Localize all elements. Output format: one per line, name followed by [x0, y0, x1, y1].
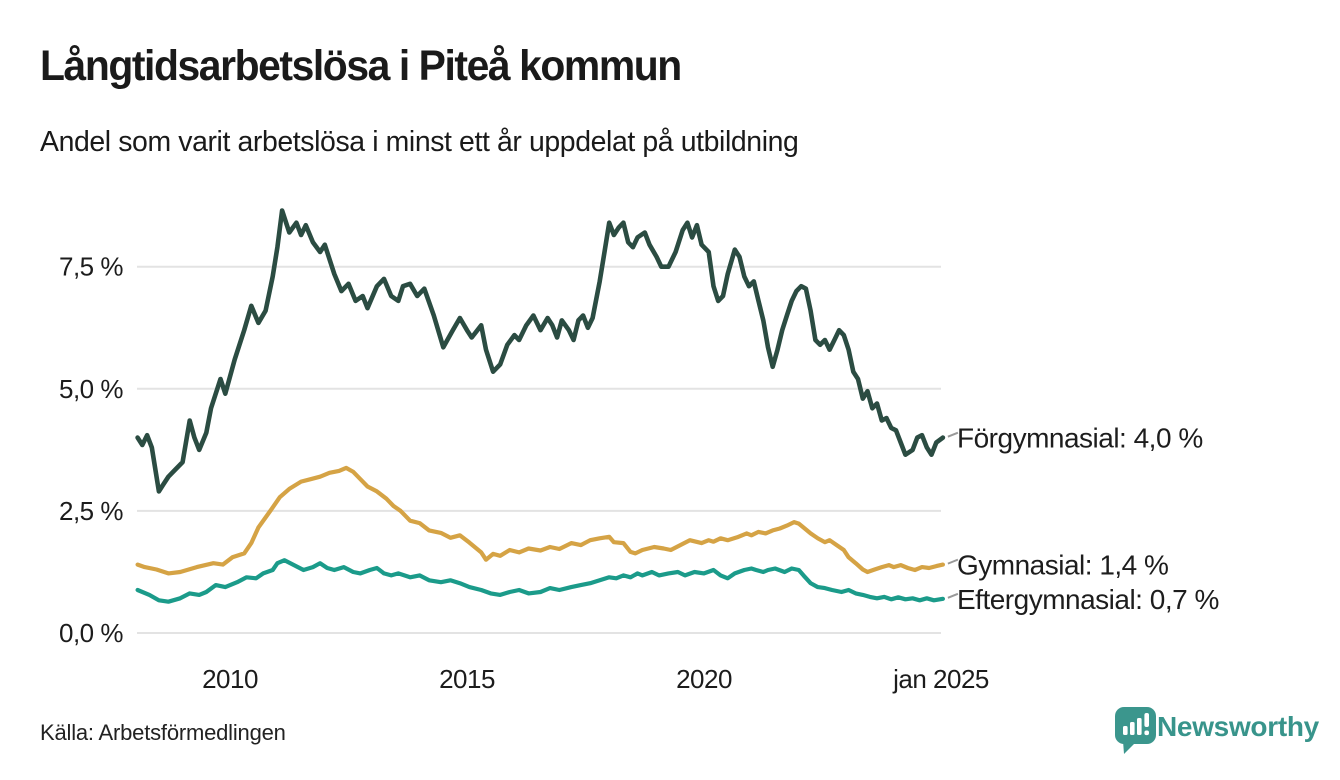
y-tick-label: 0,0 % — [59, 618, 123, 648]
y-tick-label: 7,5 % — [59, 252, 123, 282]
y-tick-label: 2,5 % — [59, 496, 123, 526]
y-tick-label: 5,0 % — [59, 374, 123, 404]
series-line-forgymnasial — [135, 208, 946, 494]
x-tick-label: jan 2025 — [892, 664, 989, 694]
series-line-gymnasial — [135, 465, 946, 576]
source-note: Källa: Arbetsförmedlingen — [40, 720, 286, 745]
series-line-eftergymnasial — [135, 558, 946, 604]
newsworthy-logo-text: Newsworthy — [1157, 711, 1319, 742]
x-tick-label: 2010 — [202, 664, 258, 694]
chart-subtitle: Andel som varit arbetslösa i minst ett å… — [40, 126, 799, 158]
newsworthy-logo-icon — [1115, 707, 1156, 754]
x-tick-label: 2020 — [676, 664, 732, 694]
label-connector-gymnasial — [947, 558, 959, 565]
series-end-label-forgymnasial: Förgymnasial: 4,0 % — [957, 423, 1203, 454]
label-connector-forgymnasial — [947, 431, 959, 438]
series-end-label-eftergymnasial: Eftergymnasial: 0,7 % — [957, 584, 1219, 615]
x-tick-label: 2015 — [439, 664, 495, 694]
label-connector-eftergymnasial — [947, 592, 959, 599]
page-title: Långtidsarbetslösa i Piteå kommun — [40, 42, 682, 90]
series-end-label-gymnasial: Gymnasial: 1,4 % — [957, 550, 1168, 581]
